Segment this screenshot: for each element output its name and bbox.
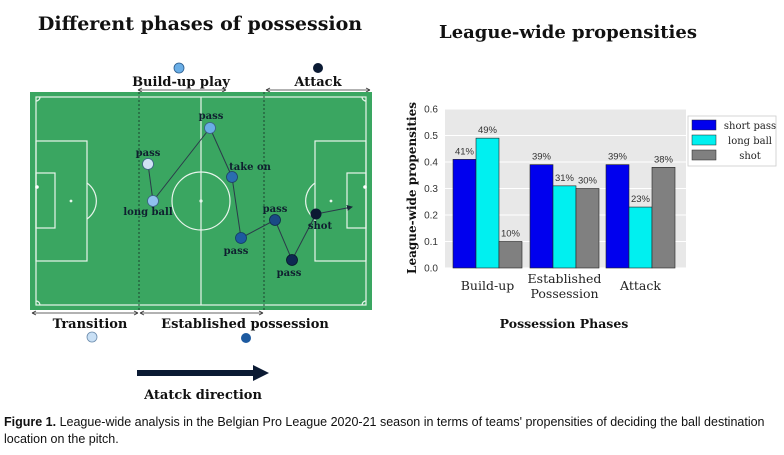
event-label-shot: shot (308, 221, 333, 232)
bar-long-ball-1 (552, 185, 577, 269)
event-dot-pass-2 (204, 122, 216, 134)
data-label-long-ball-2: 23% (631, 194, 651, 205)
data-label-long-ball-0: 49% (478, 125, 498, 136)
possession-sequence (147, 127, 353, 261)
data-label-shot-1: 30% (578, 176, 598, 187)
legend-swatch-long-ball (691, 134, 717, 146)
bar-short-pass-1 (529, 164, 554, 269)
bar-shot-1 (575, 188, 600, 269)
legend-label-shot: shot (739, 151, 761, 162)
attack-direction-arrow (137, 365, 269, 381)
data-label-long-ball-1: 31% (555, 173, 575, 184)
event-label-long-ball: long ball (123, 207, 172, 218)
event-dot-shot (310, 208, 322, 220)
build-up-phase-marker (173, 62, 185, 74)
event-dot-long-ball (147, 195, 159, 207)
data-label-short-pass-1: 39% (532, 152, 552, 163)
legend-label-short-pass: short pass (724, 121, 776, 132)
football-pitch (30, 92, 372, 312)
bar-chart: 0.0 0.1 0.2 0.3 0.4 0.5 0.6 41%49% 10% Build-up 39… (405, 102, 777, 331)
established-label: Established possession (161, 317, 329, 332)
y-tick-label-1: 0.1 (424, 237, 438, 248)
attack-phase-marker (313, 63, 323, 73)
legend-swatch-shot (691, 149, 717, 161)
y-tick-label-0: 0.0 (424, 264, 438, 275)
event-dot-pass-1 (142, 158, 154, 170)
data-label-shot-2: 38% (654, 154, 674, 165)
bar-short-pass-2 (605, 164, 630, 269)
event-dot-take-on (226, 171, 238, 183)
x-tick-label-1: Established Possession (528, 271, 602, 301)
bar-short-pass-0 (452, 159, 477, 269)
figure-caption: Figure 1. League-wide analysis in the Be… (4, 414, 780, 448)
bar-long-ball-2 (628, 206, 653, 269)
transition-phase-marker (86, 331, 98, 343)
data-label-short-pass-0: 41% (455, 146, 475, 157)
event-label-take-on: take on (229, 162, 272, 173)
legend-label-long-ball: long ball (728, 136, 772, 147)
build-up-label: Build-up play (132, 75, 230, 90)
data-label-shot-0: 10% (501, 229, 521, 240)
y-tick-label-4: 0.4 (424, 158, 438, 169)
bar-shot-2 (651, 167, 676, 269)
y-axis-label: League-wide propensities (405, 102, 419, 274)
caption-text: League-wide analysis in the Belgian Pro … (4, 415, 765, 446)
figure-label: Figure 1. (4, 415, 57, 429)
event-label-pass-3: pass (224, 246, 249, 257)
attack-label: Attack (293, 75, 342, 90)
left-panel-title: Different phases of possession (38, 13, 362, 35)
bar-long-ball-0 (475, 137, 500, 269)
x-tick-label-0: Build-up (461, 278, 515, 293)
y-tick-label-2: 0.2 (424, 211, 438, 222)
event-dot-pass-3 (235, 232, 247, 244)
event-label-pass-1: pass (136, 148, 161, 159)
build-up-range-arrow (137, 87, 227, 93)
attack-range-arrow (265, 87, 371, 93)
established-range-arrow (139, 310, 264, 316)
event-label-pass-4: pass (263, 204, 288, 215)
event-label-pass-5: pass (277, 268, 302, 279)
event-dot-pass-4 (269, 214, 281, 226)
chart-title: League-wide propensities (439, 22, 697, 43)
established-phase-marker (241, 333, 251, 343)
transition-label: Transition (53, 317, 128, 332)
event-dot-pass-5 (286, 254, 298, 266)
bar-shot-0 (498, 241, 523, 269)
x-tick-label-2: Attack (619, 278, 661, 293)
y-tick-label-5: 0.5 (424, 131, 438, 142)
y-tick-label-3: 0.3 (424, 184, 438, 195)
transition-range-arrow (31, 310, 139, 316)
attack-direction-label: Atatck direction (143, 388, 262, 403)
y-tick-label-6: 0.6 (424, 105, 438, 116)
legend-swatch-short-pass (691, 119, 717, 131)
x-axis-label: Possession Phases (500, 316, 629, 331)
event-label-pass-2: pass (199, 111, 224, 122)
data-label-short-pass-2: 39% (608, 152, 628, 163)
